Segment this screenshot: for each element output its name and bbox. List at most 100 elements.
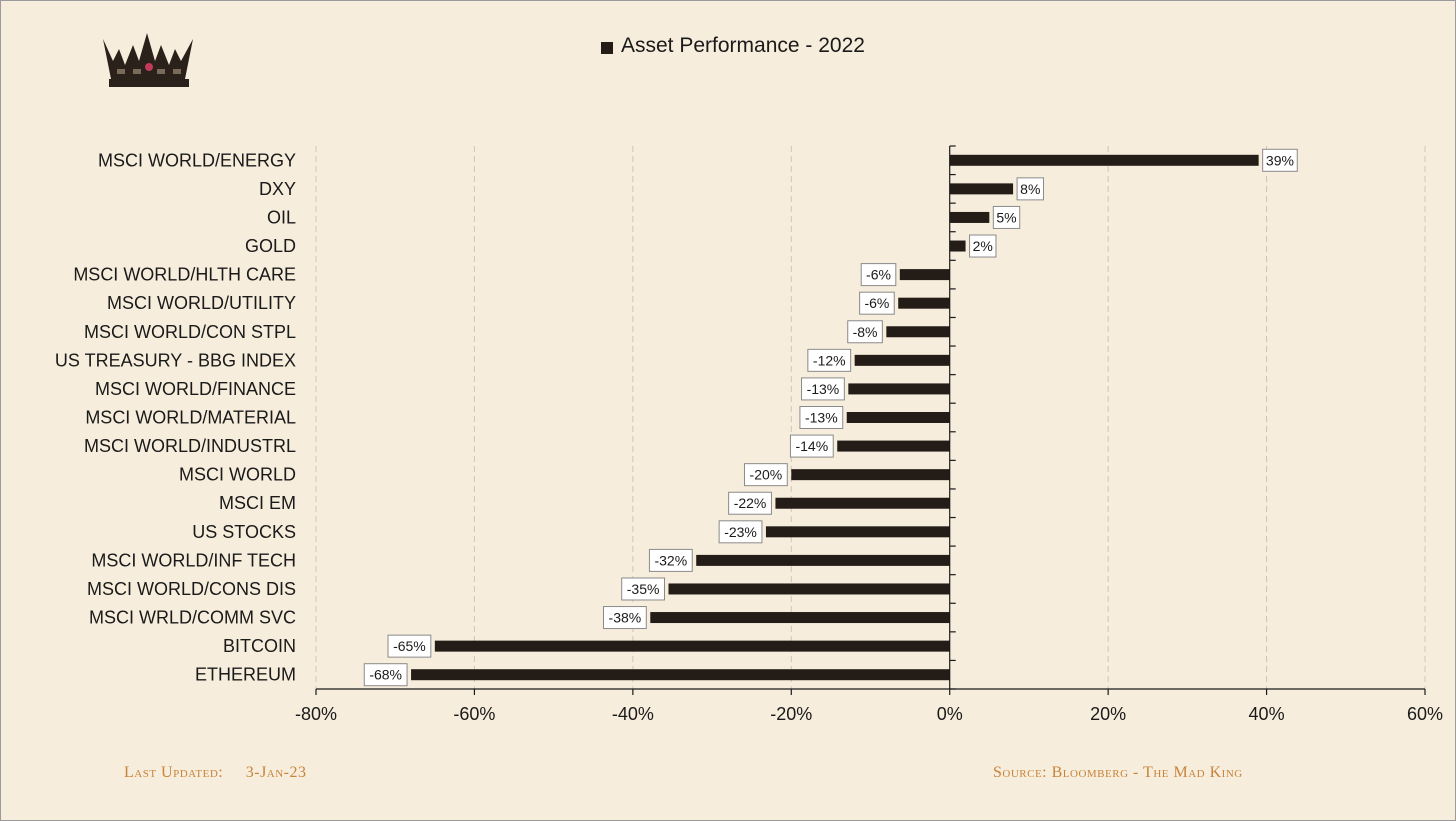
- category-label: BITCOIN: [223, 636, 296, 656]
- data-label-box: [799, 406, 844, 429]
- data-label-text: -35%: [627, 581, 660, 597]
- data-label: -65%: [387, 634, 432, 658]
- category-label: DXY: [259, 179, 296, 199]
- last-updated-value: 3-Jan-23: [245, 764, 307, 781]
- category-label: MSCI WORLD/UTILITY: [107, 293, 296, 313]
- data-label-text: -14%: [795, 438, 828, 454]
- data-label: -8%: [847, 320, 883, 344]
- grid-lines: [315, 146, 1426, 689]
- data-label-text: -6%: [866, 267, 891, 283]
- bar: [898, 297, 950, 309]
- legend-swatch: [601, 42, 613, 54]
- data-label: -12%: [807, 348, 852, 372]
- data-label: 8%: [1016, 177, 1044, 201]
- x-tick-label: -60%: [453, 704, 495, 724]
- data-label-text: -22%: [734, 495, 767, 511]
- bar: [886, 326, 950, 338]
- category-label: MSCI WORLD/CONS DIS: [87, 579, 296, 599]
- x-tick-label: -80%: [295, 704, 337, 724]
- category-label: GOLD: [245, 236, 296, 256]
- data-label-text: -32%: [654, 552, 687, 568]
- data-label-text: 5%: [996, 209, 1016, 225]
- data-label: -13%: [799, 406, 844, 429]
- bar: [949, 154, 1259, 166]
- data-label: -20%: [743, 463, 788, 487]
- data-label-text: 39%: [1266, 152, 1294, 168]
- data-label-box: [859, 291, 895, 315]
- bar: [848, 383, 950, 395]
- data-label-text: 2%: [973, 238, 993, 254]
- data-labels: 39% 8%5%2% -6% -6% -8% -12% -13% -13% -14% -20% -2…: [363, 148, 1298, 687]
- x-tick-label: -40%: [612, 704, 654, 724]
- data-label-text: -23%: [724, 524, 757, 540]
- bars: [411, 154, 1259, 681]
- category-label: US TREASURY - BBG INDEX: [55, 350, 296, 370]
- data-label: 39%: [1262, 148, 1298, 172]
- data-label: -13%: [801, 377, 845, 401]
- category-label: MSCI WORLD/CON STPL: [84, 322, 296, 342]
- data-label-text: -13%: [805, 410, 838, 426]
- last-updated: Last Updated: 3-Jan-23: [124, 764, 307, 782]
- data-label-text: -6%: [864, 295, 889, 311]
- last-updated-label: Last Updated:: [124, 764, 224, 781]
- crown-icon: [99, 31, 199, 96]
- category-label: MSCI WORLD/HLTH CARE: [73, 265, 296, 285]
- data-label: -68%: [363, 663, 408, 687]
- data-label-box: [969, 234, 997, 258]
- category-label: MSCI WORLD/ENERGY: [98, 150, 296, 170]
- data-label: -22%: [728, 491, 772, 515]
- data-label-box: [807, 348, 852, 372]
- data-label-text: -68%: [369, 667, 402, 683]
- data-label: -23%: [718, 520, 763, 544]
- x-tick-label: -20%: [770, 704, 812, 724]
- data-label-box: [743, 463, 788, 487]
- axes: [315, 145, 1426, 695]
- data-label-box: [602, 606, 647, 630]
- chart-legend: Asset Performance - 2022: [601, 34, 865, 58]
- x-tick-label: 20%: [1090, 704, 1126, 724]
- x-tick-label: 40%: [1249, 704, 1285, 724]
- data-label: -14%: [789, 434, 834, 458]
- data-label: -6%: [859, 291, 895, 315]
- data-label-box: [1262, 148, 1298, 172]
- data-label: 5%: [992, 205, 1021, 229]
- bar: [949, 211, 990, 223]
- data-label-text: -12%: [813, 352, 846, 368]
- data-label-text: -20%: [750, 467, 783, 483]
- data-label: 2%: [969, 234, 997, 258]
- bar: [668, 583, 950, 595]
- data-label-box: [860, 263, 897, 287]
- category-label: MSCI WORLD/MATERIAL: [85, 408, 296, 428]
- category-label: MSCI EM: [219, 493, 296, 513]
- category-label: OIL: [267, 207, 296, 227]
- data-label: -38%: [602, 606, 647, 630]
- legend-label: Asset Performance - 2022: [621, 34, 865, 57]
- data-label-box: [1016, 177, 1044, 201]
- category-label: MSCI WORLD: [179, 465, 296, 485]
- data-label: -35%: [621, 577, 666, 601]
- data-label: -32%: [648, 548, 693, 572]
- bar: [899, 269, 950, 281]
- category-label: ETHEREUM: [195, 665, 296, 685]
- bar: [846, 412, 950, 423]
- data-label-box: [648, 548, 693, 572]
- data-label-box: [728, 491, 772, 515]
- data-label-box: [621, 577, 666, 601]
- data-label-box: [387, 634, 432, 658]
- data-label-text: -65%: [393, 638, 426, 654]
- category-label: US STOCKS: [192, 522, 296, 542]
- x-tick-label: 0%: [937, 704, 963, 724]
- category-label: MSCI WORLD/INDUSTRL: [84, 436, 296, 456]
- source-note: Source: Bloomberg - The Mad King: [993, 764, 1243, 781]
- category-label: MSCI WORLD/INF TECH: [91, 550, 296, 570]
- bar: [949, 240, 966, 252]
- data-label-box: [847, 320, 883, 344]
- bar: [791, 469, 950, 481]
- data-label-text: 8%: [1020, 181, 1040, 197]
- data-label-box: [801, 377, 845, 401]
- data-label-box: [718, 520, 763, 544]
- bar: [775, 497, 950, 509]
- data-label-box: [992, 205, 1021, 229]
- bar: [411, 669, 950, 681]
